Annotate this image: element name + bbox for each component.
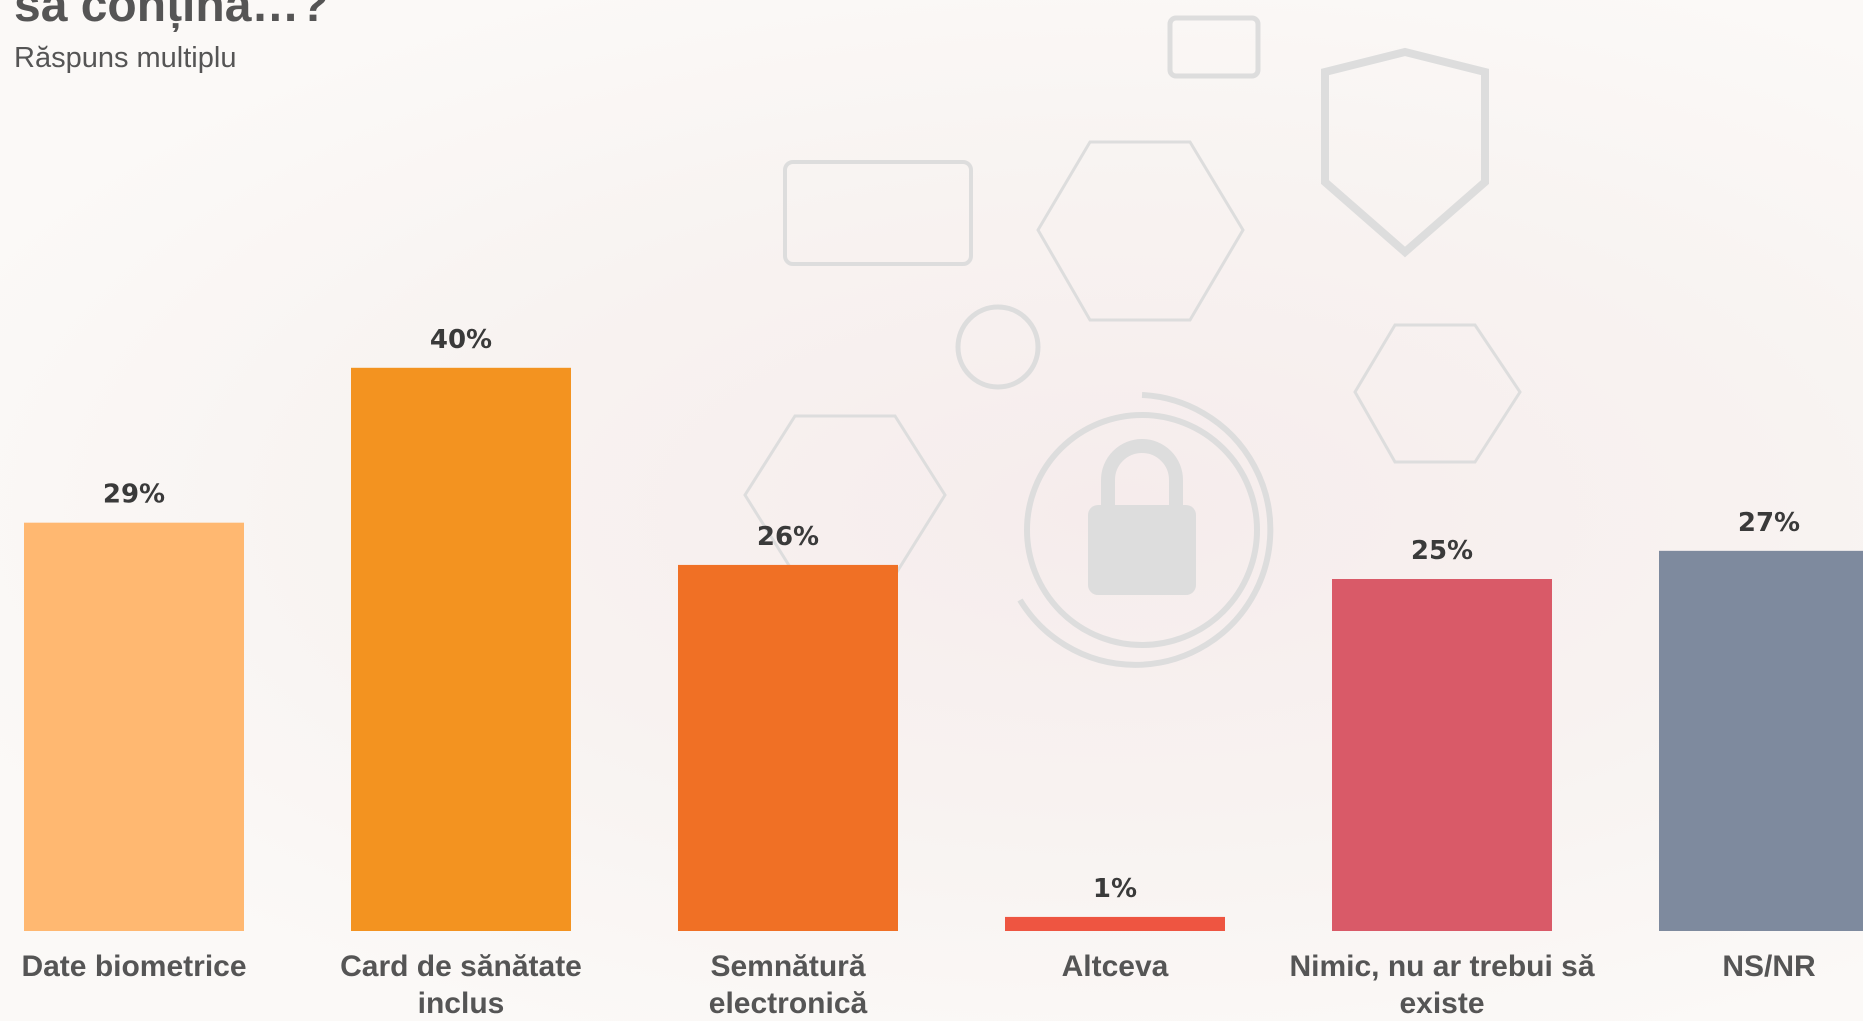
bar [1005, 917, 1225, 931]
value-label: 1% [1093, 874, 1137, 904]
category-label: Nimic, nu ar trebui să existe [1282, 948, 1602, 1021]
value-label: 26% [757, 522, 819, 552]
chart: 29% 40% 26% 1% 25% 27% [0, 0, 1863, 1021]
bar [678, 565, 898, 931]
page: 29% 40% 26% 1% 25% 27% să conțină…? Răspuns m… [0, 0, 1863, 1021]
category-label: Card de sănătate inclus [301, 948, 621, 1021]
category-label: Altceva [955, 948, 1275, 985]
bar [1659, 551, 1863, 931]
category-label: NS/NR [1609, 948, 1863, 985]
bar [351, 368, 571, 931]
value-label: 40% [430, 325, 492, 355]
value-label: 25% [1411, 536, 1473, 566]
category-label: Date biometrice [0, 948, 294, 985]
category-label: Semnătură electronică [628, 948, 948, 1021]
chart-subtitle: Răspuns multiplu [14, 42, 236, 75]
bar [1332, 579, 1552, 931]
value-label: 29% [103, 480, 165, 510]
bar [24, 523, 244, 931]
chart-title: să conțină…? [14, 0, 329, 33]
value-label: 27% [1738, 508, 1800, 538]
